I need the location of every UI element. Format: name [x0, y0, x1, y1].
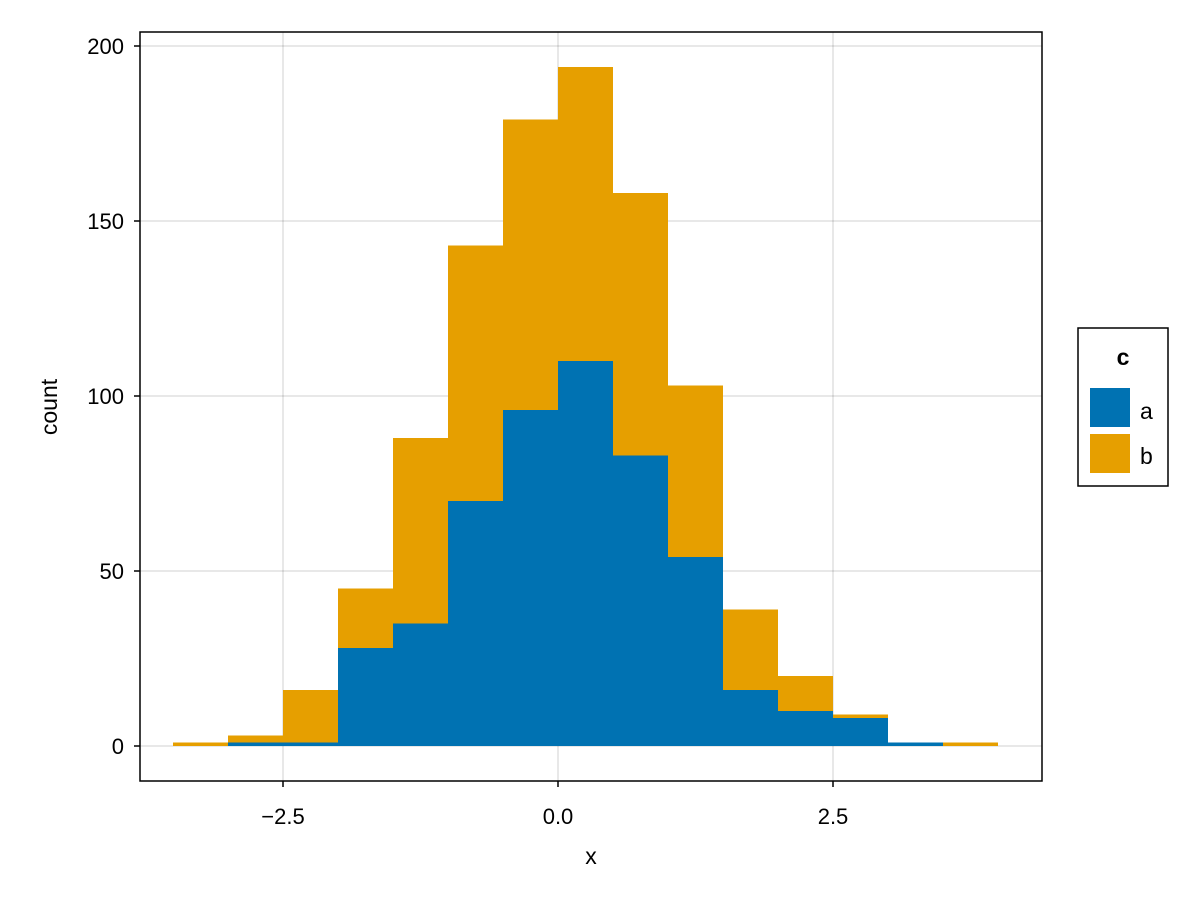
- legend-title: c: [1117, 344, 1130, 370]
- bar-b-bin-2: [283, 690, 338, 743]
- bar-a-bin-11: [778, 711, 833, 746]
- x-axis-label: x: [585, 843, 597, 869]
- bar-b-bin-4: [393, 438, 448, 624]
- x-tick-label: 2.5: [818, 804, 849, 829]
- plot-frame: [139, 31, 1043, 782]
- bar-a-bin-4: [393, 623, 448, 746]
- bar-a-bin-3: [338, 648, 393, 746]
- bar-a-bin-7: [558, 361, 613, 746]
- bar-a-bin-10: [723, 690, 778, 746]
- bar-b-bin-10: [723, 609, 778, 690]
- legend: c a b: [1077, 327, 1169, 487]
- bar-a-bin-12: [833, 718, 888, 746]
- bar-a-bin-5: [448, 501, 503, 746]
- x-tick-label: 0.0: [543, 804, 574, 829]
- bar-a-bin-13: [888, 742, 943, 746]
- y-axis-ticks: 0 50 100 150 200: [87, 34, 140, 759]
- bar-b-bin-11: [778, 676, 833, 711]
- y-tick-label: 50: [100, 559, 124, 584]
- legend-label-a: a: [1140, 398, 1153, 424]
- bar-b-bin-8: [613, 193, 668, 456]
- bar-b-bin-6: [503, 119, 558, 410]
- y-tick-label: 200: [87, 34, 124, 59]
- y-tick-label: 100: [87, 384, 124, 409]
- bars: [173, 67, 998, 746]
- bar-b-bin-5: [448, 245, 503, 501]
- bar-b-bin-14: [943, 742, 998, 746]
- legend-swatch-b: [1090, 434, 1130, 473]
- bar-a-bin-9: [668, 557, 723, 746]
- y-tick-label: 0: [112, 734, 124, 759]
- legend-swatch-a: [1090, 388, 1130, 427]
- bar-a-bin-8: [613, 455, 668, 746]
- bar-a-bin-6: [503, 410, 558, 746]
- bar-b-bin-12: [833, 714, 888, 718]
- y-tick-label: 150: [87, 209, 124, 234]
- bar-b-bin-0: [173, 742, 228, 746]
- legend-label-b: b: [1140, 443, 1153, 469]
- x-tick-label: −2.5: [261, 804, 304, 829]
- bar-a-bin-1: [228, 742, 283, 746]
- bar-b-bin-9: [668, 385, 723, 557]
- bar-a-bin-2: [283, 742, 338, 746]
- bar-b-bin-1: [228, 735, 283, 743]
- x-axis-ticks: −2.5 0.0 2.5: [261, 781, 848, 829]
- y-axis-label: count: [36, 378, 62, 435]
- bar-b-bin-3: [338, 588, 393, 648]
- bar-b-bin-7: [558, 67, 613, 361]
